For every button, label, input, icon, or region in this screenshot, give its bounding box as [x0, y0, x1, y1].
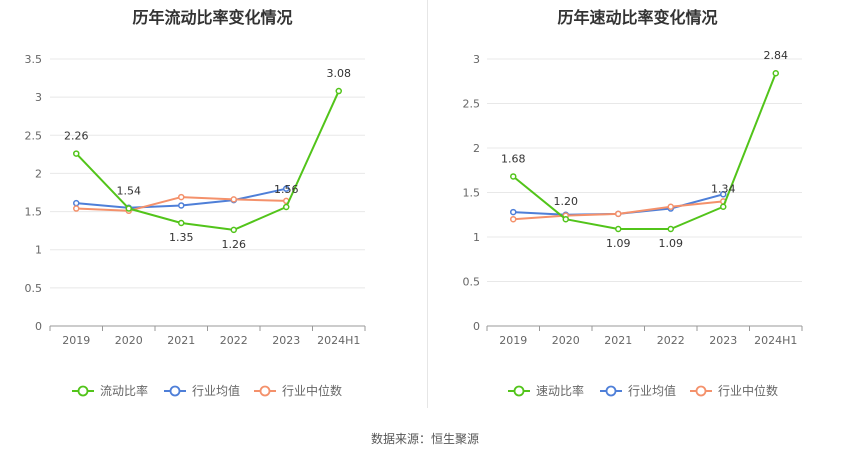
data-point — [510, 173, 517, 180]
legend-marker — [605, 385, 617, 397]
data-point — [73, 150, 80, 157]
data-point — [73, 199, 80, 207]
data-point — [667, 203, 674, 210]
data-point — [615, 225, 622, 233]
legend-marker — [259, 385, 271, 397]
legend-label: 流动比率 — [100, 383, 148, 398]
series-line — [512, 72, 777, 230]
legend-item: 速动比率 — [508, 383, 584, 398]
y-tick-label: 3 — [473, 53, 480, 66]
legend-item: 流动比率 — [72, 383, 148, 398]
legend-item: 行业均值 — [600, 383, 676, 398]
x-tick-label: 2023 — [272, 334, 300, 347]
data-point — [125, 205, 132, 212]
data-point — [562, 215, 569, 223]
legend-marker — [169, 385, 181, 397]
data-label: 1.35 — [169, 231, 194, 244]
x-tick-label: 2020 — [115, 334, 143, 347]
current-ratio-chart-panel: 历年流动比率变化情况 0 0.5 1 1.5 2 2.5 3 3.5 2019 2020 2021 2… — [0, 0, 425, 420]
data-label: 2.84 — [764, 49, 789, 62]
data-point — [283, 203, 290, 211]
x-tick-label: 2024H1 — [317, 334, 360, 347]
y-tick-label: 2.5 — [463, 98, 481, 111]
data-point — [510, 208, 517, 216]
quick-ratio-chart-panel: 历年速动比率变化情况 0 0.5 1 1.5 2 2.5 3 2019 2020 2021 2022… — [425, 0, 850, 420]
x-tick-label: 2022 — [657, 334, 685, 347]
series-line — [75, 90, 340, 231]
data-point — [667, 225, 674, 233]
y-tick-label: 3.5 — [25, 53, 43, 66]
data-label: 1.54 — [117, 185, 142, 198]
data-point — [615, 210, 622, 218]
chart-title: 历年流动比率变化情况 — [132, 8, 293, 27]
y-tick-label: 0 — [473, 320, 480, 333]
x-tick-label: 2019 — [62, 334, 90, 347]
y-tick-label: 1.5 — [463, 187, 481, 200]
data-label: 1.68 — [501, 152, 526, 165]
data-point — [720, 191, 727, 198]
legend-label: 行业中位数 — [718, 383, 778, 398]
x-tick-label: 2024H1 — [754, 334, 797, 347]
legend-label: 行业均值 — [628, 383, 676, 398]
data-point — [772, 69, 779, 77]
data-point — [178, 193, 185, 201]
x-tick-label: 2020 — [552, 334, 580, 347]
data-label: 2.26 — [64, 130, 89, 143]
data-point — [335, 87, 342, 95]
data-point — [178, 202, 185, 209]
y-tick-label: 0.5 — [25, 282, 43, 295]
y-tick-label: 3 — [35, 91, 42, 104]
x-tick-label: 2023 — [709, 334, 737, 347]
y-tick-label: 1 — [473, 231, 480, 244]
y-tick-label: 0.5 — [463, 276, 481, 289]
y-tick-label: 2 — [35, 167, 42, 180]
data-label: 1.26 — [222, 238, 247, 251]
data-label: 1.56 — [274, 183, 299, 196]
legend-marker — [77, 385, 89, 397]
data-label: 1.20 — [554, 195, 579, 208]
x-tick-label: 2021 — [167, 334, 195, 347]
data-label: 3.08 — [327, 67, 352, 80]
y-tick-label: 1.5 — [25, 206, 43, 219]
data-point — [510, 215, 517, 223]
y-tick-label: 2 — [473, 142, 480, 155]
data-point — [230, 196, 237, 203]
legend-item: 行业中位数 — [690, 383, 778, 398]
data-source: 数据来源：恒生聚源 — [370, 432, 479, 446]
data-label: 1.09 — [606, 237, 631, 250]
data-point — [178, 219, 185, 227]
x-tick-label: 2019 — [499, 334, 527, 347]
legend-item: 行业均值 — [164, 383, 240, 398]
x-tick-label: 2021 — [604, 334, 632, 347]
y-tick-label: 1 — [35, 244, 42, 257]
x-tick-label: 2022 — [220, 334, 248, 347]
data-point — [720, 203, 727, 210]
data-label: 1.09 — [659, 237, 684, 250]
quick-ratio-chart: 0 0.5 1 1.5 2 2.5 3 2019 2020 2021 2022 2023 2024H1 1… — [463, 49, 803, 398]
legend-label: 行业中位数 — [282, 383, 342, 398]
legend-label: 速动比率 — [536, 383, 584, 398]
data-point — [283, 185, 290, 192]
data-point — [73, 205, 80, 212]
legend-item: 行业中位数 — [254, 383, 342, 398]
chart-title: 历年速动比率变化情况 — [557, 8, 718, 27]
data-label: 1.34 — [711, 183, 736, 196]
legend-marker — [695, 385, 707, 397]
current-ratio-chart: 0 0.5 1 1.5 2 2.5 3 3.5 2019 2020 2021 2022 2023 2024… — [25, 53, 366, 398]
y-tick-label: 2.5 — [25, 129, 43, 142]
panel-divider — [427, 0, 428, 408]
legend-label: 行业均值 — [192, 383, 240, 398]
y-tick-label: 0 — [35, 320, 42, 333]
data-point — [230, 226, 237, 234]
legend-marker — [513, 385, 525, 397]
